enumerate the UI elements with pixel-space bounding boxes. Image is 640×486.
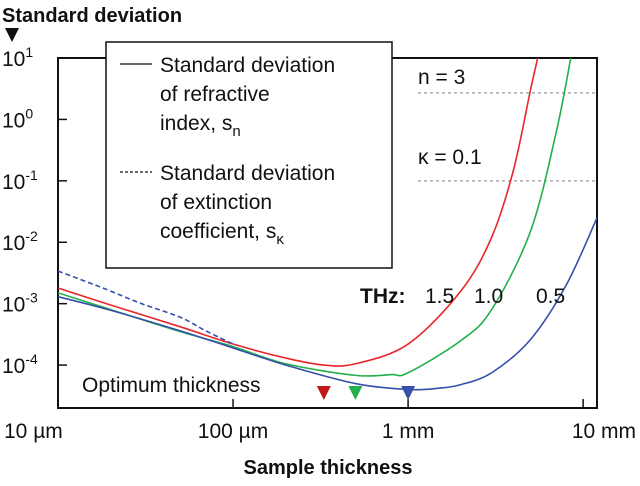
- x-axis-label: Sample thickness: [244, 457, 413, 479]
- legend-dashed-line-3: coefficient, sκ: [160, 220, 284, 248]
- legend-dashed-line-1: Standard deviation: [160, 162, 335, 185]
- ref-label-n: n = 3: [418, 66, 465, 89]
- y-tick-label-0: 101: [2, 44, 33, 71]
- legend: Standard deviation of refractive index, …: [105, 41, 393, 269]
- optimum-marker-1: [348, 386, 363, 400]
- legend-solid-line-3: index, sn: [160, 112, 241, 140]
- optimum-marker-2: [401, 386, 416, 400]
- ref-label-kappa: κ = 0.1: [418, 146, 482, 169]
- x-tick-label-1: 100 µm: [198, 420, 268, 443]
- thz-value-1-5: 1.5: [425, 285, 454, 308]
- series-0-5thz-dashed: [58, 270, 234, 345]
- y-tick-label-2: 10-1: [2, 167, 38, 194]
- y-tick-label-3: 10-2: [2, 228, 38, 255]
- thz-value-0-5: 0.5: [536, 285, 565, 308]
- legend-box: [105, 41, 393, 269]
- x-tick-label-0: 10 µm: [4, 420, 63, 443]
- y-axis-arrow-icon: [5, 28, 19, 42]
- thz-value-1-0: 1.0: [474, 285, 503, 308]
- optimum-label: Optimum thickness: [82, 374, 261, 397]
- y-tick-label-5: 10-4: [2, 351, 38, 378]
- optimum-marker-0: [316, 386, 331, 400]
- legend-solid-line-2: of refractive: [160, 83, 270, 106]
- y-tick-label-4: 10-3: [2, 290, 38, 317]
- x-tick-label-3: 10 mm: [572, 420, 636, 443]
- thz-label: THz:: [360, 285, 406, 308]
- x-tick-label-2: 1 mm: [382, 420, 435, 443]
- legend-solid-line-1: Standard deviation: [160, 54, 335, 77]
- series-1-5thz-solid: [58, 58, 539, 367]
- legend-dashed-line-2: of extinction: [160, 191, 272, 214]
- y-axis-label: Standard deviation: [2, 5, 182, 27]
- y-tick-label-1: 100: [2, 105, 33, 132]
